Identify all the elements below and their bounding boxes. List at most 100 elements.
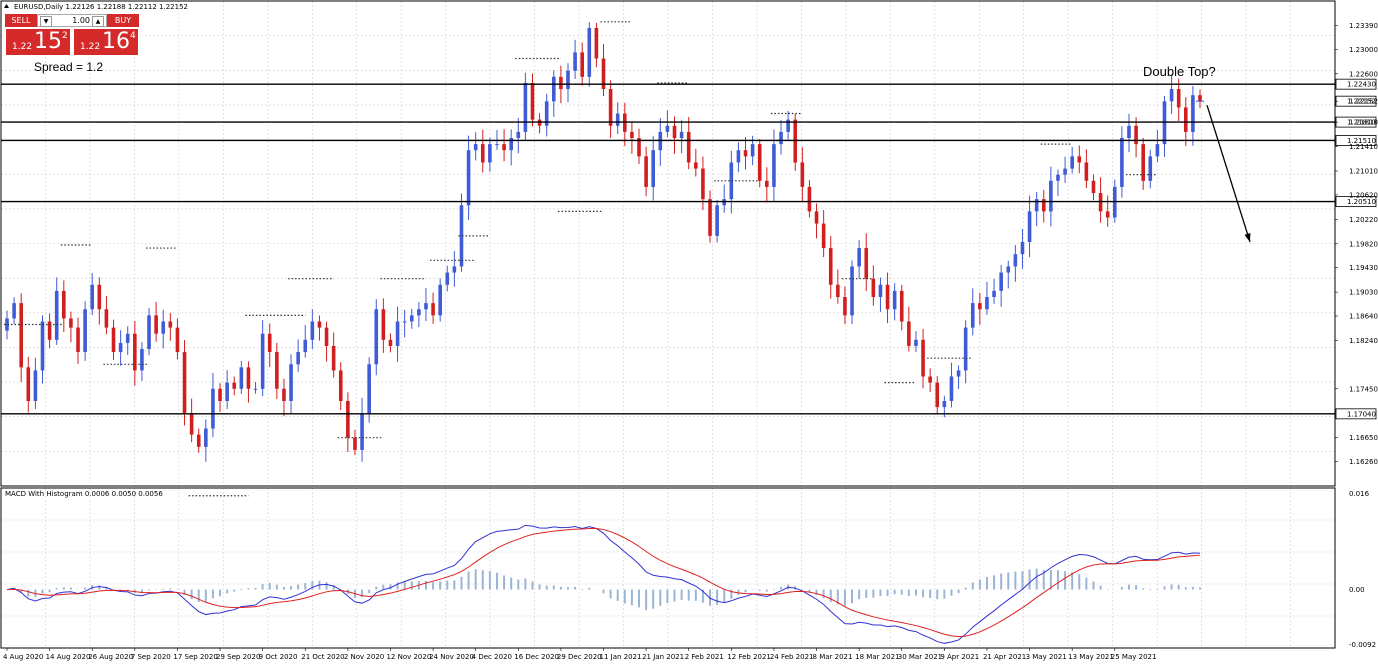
candle-body [580,52,584,77]
y-tick-label: 1.19430 [1349,264,1378,272]
candle-body [225,382,229,401]
current-price-label: 1.22152 [1347,98,1376,106]
macd-plot-frame [0,487,1336,649]
candle-body [1077,156,1082,163]
y-tick-label: 1.21810 [1349,119,1378,127]
candle-body [1006,266,1011,273]
x-tick-label: 14 Aug 2020 [46,653,91,661]
candle-body [147,315,151,350]
candle-body [83,309,87,353]
candle-body [495,144,499,146]
x-tick-label: 25 May 2021 [1111,653,1157,661]
sell-price-button[interactable]: 1.22 15 2 [5,28,71,56]
candle-body [899,290,904,322]
candle-body [608,89,613,126]
candle-body [459,205,464,267]
x-tick-label: 29 Sep 2020 [216,653,260,661]
candle-body [445,272,450,285]
candle-body [736,150,741,163]
candle-body [480,144,485,163]
candle-body [324,327,329,346]
candle-body [892,290,897,310]
macd-line [6,524,1201,644]
candle-body [275,352,279,389]
x-tick-label: 29 Dec 2020 [557,653,602,661]
candle-body [267,333,272,353]
candle-body [963,327,968,371]
dotted-levels-layer [4,21,1158,497]
candle-body [1176,89,1181,108]
y-tick-label: 1.19030 [1349,289,1378,297]
level-label: 1.22430 [1347,81,1376,89]
macd-layer: 0.016 0.00 -0.0092 [6,490,1376,649]
x-tick-label: 12 Feb 2021 [727,653,771,661]
candle-body [168,321,173,328]
candle-body [530,82,535,120]
candle-body [97,284,102,310]
level-label: 1.21810 [1347,119,1376,127]
y-tick-label: 1.21410 [1349,143,1378,151]
lot-value[interactable]: 1.00 [72,16,90,25]
lot-size-field[interactable]: ▼ 1.00 ▲ [37,14,107,27]
arrow-layer [1206,104,1251,243]
buy-price-prefix: 1.22 [80,42,101,52]
candle-body [544,101,549,126]
candle-body [289,364,293,401]
candle-body [118,342,123,353]
candle-body [956,370,961,377]
candle-body [1120,137,1124,187]
candle-body [907,321,911,346]
x-tick-label: 9 Oct 2020 [259,653,298,661]
level-label: 1.21510 [1347,137,1376,145]
x-tick-label: 21 Apr 2021 [983,653,1026,661]
candle-body [992,290,996,298]
candle-body [239,367,244,389]
candle-body [750,144,755,157]
macd-header: MACD With Histogram 0.0006 0.0050 0.0056 [5,490,163,498]
x-tick-label: 18 Mar 2021 [855,653,899,661]
candle-body [836,284,840,298]
buy-button[interactable]: BUY [107,14,139,27]
candle-body [353,437,357,450]
candle-body [701,168,705,200]
candle-body [1034,199,1039,212]
candle-body [346,400,350,438]
candle-body [566,70,570,90]
candle-body [104,309,109,328]
sell-price-sup: 2 [62,31,68,41]
candle-body [864,248,869,279]
candle-body [1013,254,1018,267]
candle-body [196,434,201,447]
candle-body [594,27,599,59]
candle-body [282,388,286,401]
candle-body [19,303,24,368]
candle-body [928,376,932,383]
x-tick-label: 21 Oct 2020 [301,653,344,661]
candle-body [140,349,144,371]
buy-price-button[interactable]: 1.22 16 4 [73,28,139,56]
candle-body [1198,95,1202,102]
y-tick-label: 1.16260 [1349,458,1378,466]
candle-body [317,321,322,328]
candle-body [367,364,371,414]
y-tick-label: 1.22600 [1349,70,1378,78]
candle-body [878,284,883,298]
candle-body [729,162,734,200]
candle-body [601,58,606,90]
down-arrow-head-icon [1244,232,1251,242]
x-tick-label: 2 Nov 2020 [344,653,384,661]
candle-body [615,113,620,126]
candle-body [1056,174,1060,181]
candle-body [473,144,478,151]
chevron-down-icon[interactable]: ▼ [40,16,52,27]
candle-body [47,321,52,340]
candle-body [1105,211,1110,218]
candle-body [5,318,9,331]
candle-body [935,382,940,408]
candle-body [843,297,847,316]
candle-body [970,303,975,328]
chevron-up-icon[interactable]: ▲ [92,16,104,27]
sell-button[interactable]: SELL [5,14,37,27]
sell-price-big: 15 [34,29,62,54]
